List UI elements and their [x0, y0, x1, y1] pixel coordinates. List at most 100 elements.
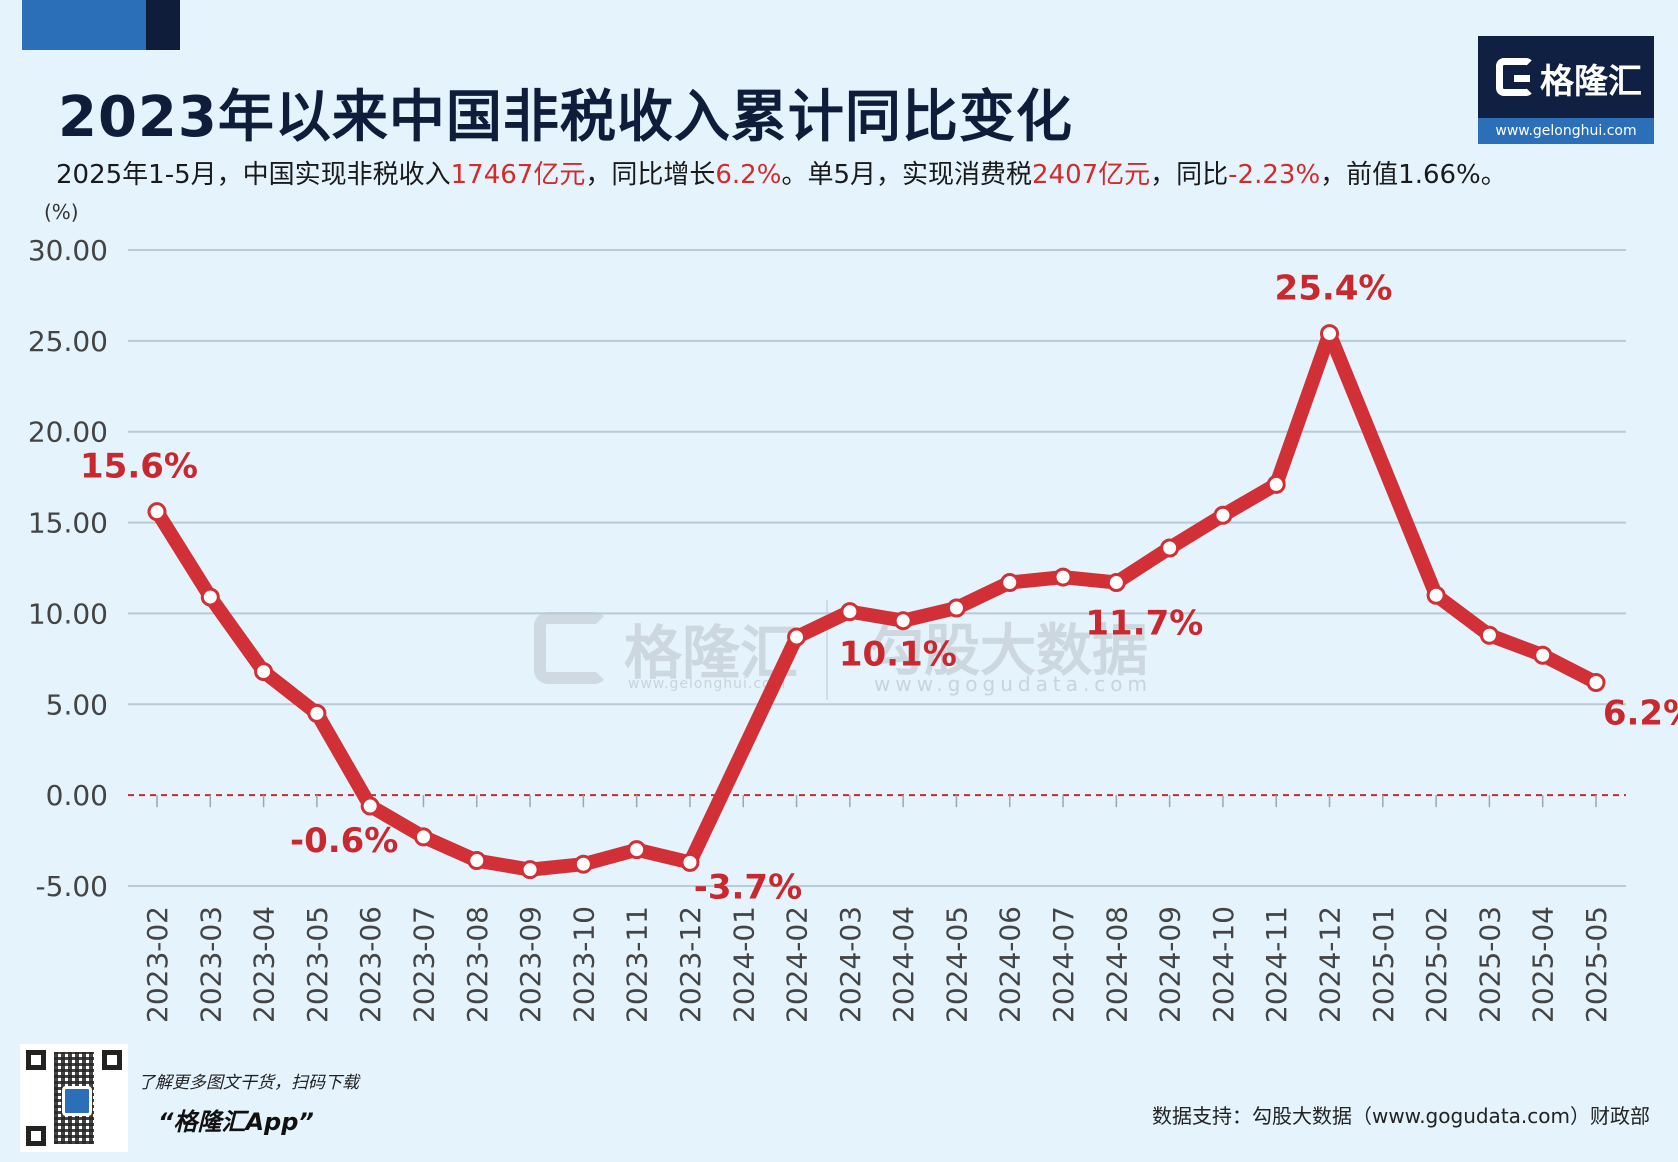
- data-point: [1426, 585, 1446, 605]
- line-chart: 30.00 25.00 20.00 15.00 10.00 5.00 0.00 -5.00 20…: [28, 234, 1678, 1023]
- x-tick-label: 2025-04: [1527, 906, 1560, 1023]
- data-point: [413, 827, 433, 847]
- x-tick-label: 2025-03: [1473, 906, 1506, 1023]
- qr-finder-icon: [26, 1050, 46, 1070]
- subtitle-text: 2025年1-5月，中国实现非税收入: [56, 160, 451, 190]
- data-point: [200, 587, 220, 607]
- x-tick-label: 2023-04: [248, 906, 281, 1023]
- data-point: [147, 502, 167, 522]
- x-tick-label: 2024-07: [1047, 906, 1080, 1023]
- data-point: [1106, 573, 1126, 593]
- watermark-divider: [826, 600, 828, 700]
- watermark-logo-icon: [534, 612, 608, 684]
- data-point: [1586, 672, 1606, 692]
- data-point: [1320, 324, 1340, 344]
- chart-subtitle: 2025年1-5月，中国实现非税收入17467亿元，同比增长6.2%。单5月，实…: [56, 154, 1507, 191]
- y-tick-label: 0.00: [46, 779, 108, 812]
- x-tick-label: 2023-11: [621, 906, 654, 1023]
- logo-name: 格隆汇: [1540, 62, 1642, 102]
- data-source: 数据支持：勾股大数据（www.gogudata.com）财政部: [1151, 1104, 1650, 1128]
- promo-text: 了解更多图文干货，扫码下载: [138, 1073, 359, 1093]
- data-label: 15.6%: [80, 447, 198, 487]
- watermark-url-2: www.gogudata.com: [874, 672, 1153, 696]
- data-point: [787, 627, 807, 647]
- subtitle-highlight: 17467亿元: [450, 160, 586, 190]
- data-point: [1533, 645, 1553, 665]
- data-label: 6.2%: [1603, 693, 1678, 733]
- y-tick-label: 10.00: [28, 597, 108, 630]
- data-point: [1053, 567, 1073, 587]
- x-tick-label: 2023-05: [301, 906, 334, 1023]
- watermark-url: www.gelonghui.com: [628, 676, 787, 692]
- subtitle-text: ，同比: [1150, 160, 1229, 190]
- y-tick-label: 30.00: [28, 234, 108, 267]
- x-tick-label: 2025-05: [1580, 906, 1613, 1023]
- data-label: 11.7%: [1085, 604, 1203, 644]
- qr-finder-icon: [26, 1126, 46, 1146]
- data-label: -0.6%: [290, 821, 398, 861]
- x-tick-label: 2024-06: [994, 906, 1027, 1023]
- header-accent-bar: [22, 0, 146, 50]
- subtitle-text: ，同比增长: [585, 160, 716, 190]
- header-accent-bar-dark: [146, 0, 180, 50]
- x-tick-label: 2024-08: [1100, 906, 1133, 1023]
- brand-logo: 格隆汇 www.gelonghui.com: [1478, 36, 1654, 144]
- data-label: 25.4%: [1275, 269, 1393, 309]
- data-point: [1160, 538, 1180, 558]
- watermark-brand-2: 勾股大数据: [868, 619, 1148, 684]
- data-point: [1479, 625, 1499, 645]
- qr-finder-icon: [102, 1050, 122, 1070]
- data-point: [360, 796, 380, 816]
- x-tick-label: 2024-11: [1260, 906, 1293, 1023]
- subtitle-text: 。单5月，实现消费税: [781, 160, 1032, 190]
- series-line: [150, 326, 1603, 877]
- data-label: -3.7%: [694, 867, 802, 907]
- subtitle-text: ，前值1.66%。: [1320, 160, 1507, 190]
- y-tick-label: 5.00: [46, 688, 108, 721]
- subtitle-highlight: 6.2%: [715, 160, 782, 190]
- x-tick-label: 2024-09: [1154, 906, 1187, 1023]
- x-tick-label: 2024-10: [1207, 906, 1240, 1023]
- x-tick-label: 2024-03: [834, 906, 867, 1023]
- logo-g-icon: [1496, 58, 1534, 96]
- data-label: 10.1%: [839, 635, 957, 675]
- subtitle-highlight: 2407亿元: [1031, 160, 1151, 190]
- x-tick-label: 2024-04: [887, 906, 920, 1023]
- data-point: [254, 662, 274, 682]
- data-point: [573, 854, 593, 874]
- y-tick-label: 20.00: [28, 416, 108, 449]
- x-tick-label: 2023-12: [674, 906, 707, 1023]
- x-tick-label: 2025-01: [1367, 906, 1400, 1023]
- x-tick-label: 2024-02: [781, 906, 814, 1023]
- x-tick-label: 2023-09: [514, 906, 547, 1023]
- data-point: [893, 611, 913, 631]
- data-point: [840, 602, 860, 622]
- x-tick-label: 2023-06: [354, 906, 387, 1023]
- data-point: [1266, 474, 1286, 494]
- subtitle-highlight: -2.23%: [1228, 160, 1321, 190]
- qr-code: [20, 1044, 128, 1152]
- x-tick-label: 2023-03: [194, 906, 227, 1023]
- promo-app-name: “格隆汇App”: [158, 1108, 314, 1136]
- data-point: [627, 840, 647, 860]
- qr-center-logo-icon: [62, 1086, 92, 1116]
- x-tick-label: 2023-02: [141, 906, 174, 1023]
- chart-title: 2023年以来中国非税收入累计同比变化: [58, 85, 1073, 150]
- data-point: [946, 598, 966, 618]
- data-point: [467, 851, 487, 871]
- x-tick-label: 2025-02: [1420, 906, 1453, 1023]
- y-tick-label: -5.00: [36, 870, 108, 903]
- y-axis-unit: (%): [44, 200, 79, 224]
- data-point: [520, 860, 540, 880]
- y-tick-label: 15.00: [28, 507, 108, 540]
- x-tick-label: 2023-10: [567, 906, 600, 1023]
- x-tick-label: 2023-07: [407, 906, 440, 1023]
- data-point: [680, 852, 700, 872]
- x-tick-label: 2023-08: [461, 906, 494, 1023]
- data-point: [1213, 505, 1233, 525]
- x-tick-label: 2024-01: [727, 906, 760, 1023]
- x-tick-label: 2024-12: [1314, 906, 1347, 1023]
- data-point: [307, 703, 327, 723]
- data-point: [1000, 573, 1020, 593]
- logo-url: www.gelonghui.com: [1478, 118, 1654, 144]
